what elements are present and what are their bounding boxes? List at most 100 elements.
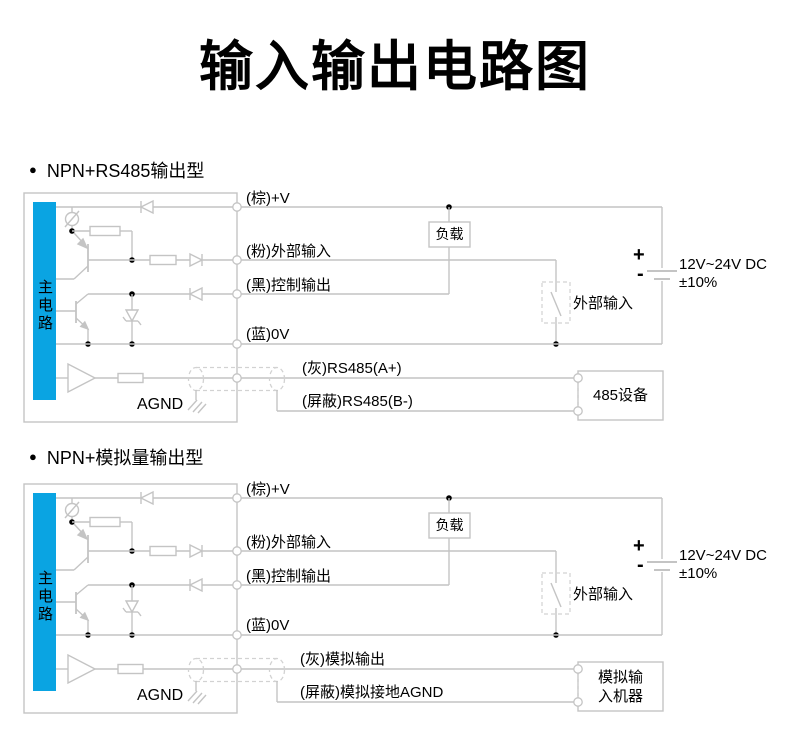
resistor-icon (89, 225, 121, 237)
section-heading-label: NPN+模拟量输出型 (46, 448, 204, 468)
main-circuit-bar (33, 202, 56, 400)
terminal-circle (232, 373, 242, 383)
zener-diode-icon (124, 600, 140, 614)
terminal-circle (573, 697, 583, 707)
wire-label-blue: (蓝)0V (246, 326, 290, 343)
transistor-icon (73, 556, 89, 571)
section-heading: ● NPN+模拟量输出型 (29, 444, 203, 470)
terminal-circle (232, 255, 242, 265)
section-heading-label: NPN+RS485输出型 (46, 161, 205, 181)
external-input-label: 外部输入 (573, 295, 634, 312)
zener-diode-icon (122, 607, 127, 613)
load-box (428, 512, 471, 539)
transistor-icon (73, 265, 89, 280)
resistor-icon (117, 372, 144, 384)
diode-icon (188, 286, 203, 302)
ground-icon (192, 692, 203, 704)
bullet-icon: ● (29, 162, 37, 177)
transistor-icon (75, 584, 89, 596)
terminal-circle (232, 664, 242, 674)
ground-icon (197, 403, 207, 414)
zener-diode-icon (137, 611, 142, 617)
ground-icon (192, 401, 203, 413)
main-circuit-bar (33, 493, 56, 691)
wire-label-shield: (屏蔽)RS485(B-) (302, 393, 413, 410)
zener-diode-icon (137, 320, 142, 326)
supply-plus-sign: + (633, 244, 645, 266)
switch-box (541, 572, 571, 615)
terminal-circle (232, 493, 242, 503)
diode-icon (139, 490, 154, 506)
current-source-icon (64, 211, 80, 227)
agnd-label: AGND (137, 687, 184, 704)
diode-icon (189, 543, 204, 559)
wire-label-brown: (棕)+V (246, 481, 290, 498)
device-label-line: 入机器 (597, 688, 643, 705)
wire-label-pink: (粉)外部输入 (246, 243, 331, 260)
shield-cable-icon (187, 366, 205, 392)
wire-label-gray: (灰)模拟输出 (300, 651, 385, 668)
opamp-icon (67, 362, 97, 394)
section-heading: ● NPN+RS485输出型 (29, 157, 204, 183)
terminal-circle (232, 580, 242, 590)
current-source-icon (64, 501, 80, 519)
resistor-icon (149, 254, 177, 266)
supply-tolerance: ±10% (679, 565, 718, 582)
supply-minus-sign: - (637, 263, 644, 285)
sensor-outline-box (23, 192, 238, 423)
ground-icon (197, 694, 207, 705)
external-input-label: 外部输入 (573, 586, 634, 603)
transistor-arrow-icon (79, 320, 90, 331)
agnd-label: AGND (137, 396, 184, 413)
device-label-line: 模拟输 (597, 669, 643, 686)
sensor-outline-box (23, 483, 238, 714)
terminal-circle (232, 630, 242, 640)
device-box (577, 661, 664, 712)
diode-icon (188, 577, 203, 593)
supply-minus-sign: - (637, 554, 644, 576)
ground-icon (187, 690, 198, 702)
supply-plus-sign: + (633, 535, 645, 557)
terminal-circle (573, 373, 583, 383)
wire-label-pink: (粉)外部输入 (246, 534, 331, 551)
transistor-icon (75, 293, 89, 305)
terminal-circle (232, 289, 242, 299)
supply-voltage: 12V~24V DC (679, 256, 767, 273)
terminal-circle (573, 406, 583, 416)
wire-label-black: (黑)控制输出 (246, 568, 331, 585)
supply-voltage: 12V~24V DC (679, 547, 767, 564)
current-source-icon (64, 210, 80, 228)
device-box-label: 模拟输 入机器 (578, 662, 663, 711)
resistor-icon (117, 663, 144, 675)
switch-box (541, 281, 571, 324)
wire-label-gray: (灰)RS485(A+) (302, 360, 402, 377)
terminal-circle (232, 202, 242, 212)
zener-diode-icon (124, 309, 140, 323)
resistor-icon (89, 516, 121, 528)
wire-label-black: (黑)控制输出 (246, 277, 331, 294)
shield-cable-icon (187, 657, 205, 683)
resistor-icon (149, 545, 177, 557)
ground-icon (187, 399, 198, 411)
zener-diode-icon (122, 316, 127, 322)
supply-tolerance: ±10% (679, 274, 718, 291)
main-circuit-label: 主电路 (36, 570, 53, 624)
device-box-label: 485设备 (592, 387, 649, 404)
opamp-icon (67, 653, 97, 685)
load-box-label: 负载 (435, 226, 464, 242)
switch-icon (550, 582, 562, 608)
terminal-circle (232, 546, 242, 556)
bullet-icon: ● (29, 449, 37, 464)
switch-icon (550, 291, 562, 317)
diode-icon (139, 199, 154, 215)
page-title: 输入输出电路图 (199, 37, 591, 97)
device-box (577, 370, 664, 421)
main-circuit-label: 主电路 (36, 279, 53, 333)
wire-label-shield: (屏蔽)模拟接地AGND (300, 684, 444, 701)
shield-cable-icon (268, 366, 286, 392)
transistor-arrow-icon (76, 237, 89, 250)
wire-label-brown: (棕)+V (246, 190, 290, 207)
wire-label-blue: (蓝)0V (246, 617, 290, 634)
